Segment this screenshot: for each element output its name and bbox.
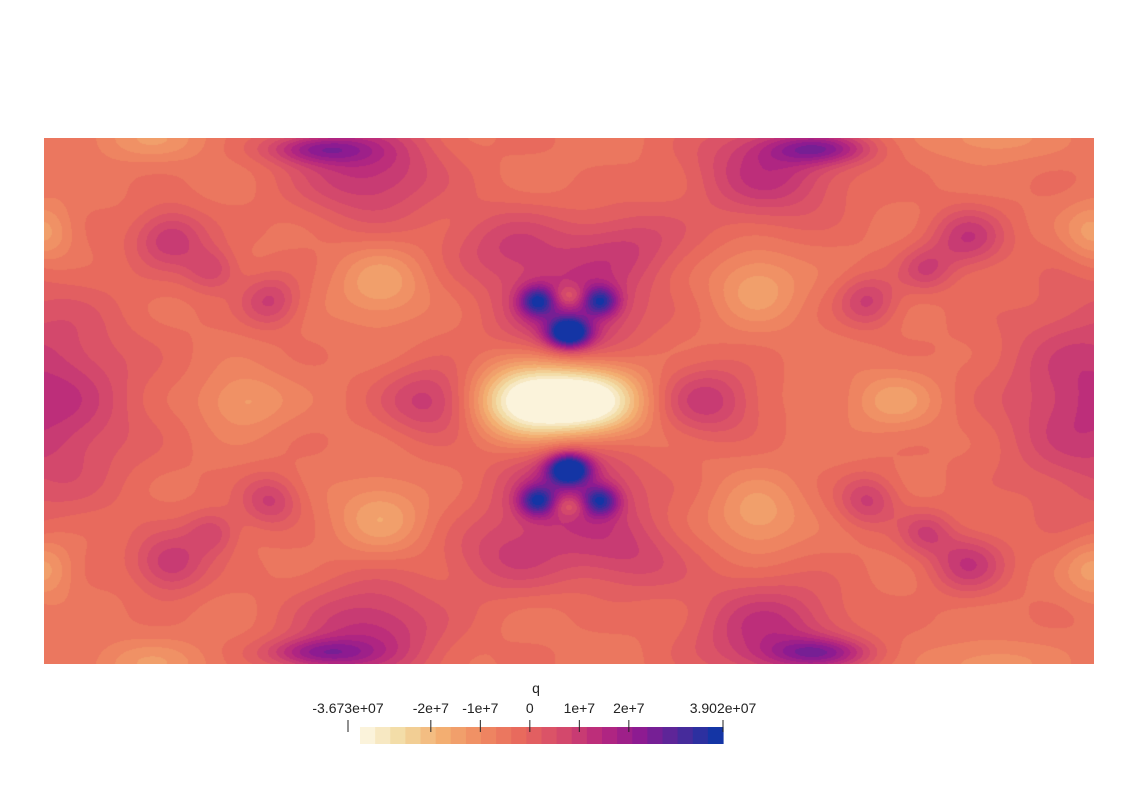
colorbar-band	[481, 727, 497, 744]
colorbar-tick-label: -1e+7	[462, 700, 498, 716]
colorbar-band	[556, 727, 573, 744]
heatmap-plot	[44, 138, 1094, 664]
colorbar-band	[435, 727, 452, 744]
colorbar-band	[571, 727, 588, 744]
colorbar-tick-label: 2e+7	[613, 700, 645, 716]
colorbar-band	[632, 727, 648, 744]
colorbar: q -3.673e+07 -2e+7 -1e+7 0 1e+7 2e+7 3.902e+07	[312, 680, 756, 744]
colorbar-band	[617, 727, 633, 744]
colorbar-band	[692, 727, 709, 744]
colorbar-tick-label: 1e+7	[564, 700, 596, 716]
colorbar-band	[511, 727, 527, 744]
colorbar-ticks: -3.673e+07 -2e+7 -1e+7 0 1e+7 2e+7 3.902e+07	[312, 700, 756, 732]
colorbar-band	[465, 727, 482, 744]
colorbar-band	[496, 727, 512, 744]
colorbar-band	[602, 727, 618, 744]
colorbar-tick-label: -3.673e+07	[312, 700, 383, 716]
colorbar-band	[450, 727, 467, 744]
colorbar-tick-label: 0	[526, 700, 534, 716]
colorbar-band	[390, 727, 406, 744]
colorbar-tick-label: 3.902e+07	[690, 700, 757, 716]
colorbar-band	[405, 727, 422, 744]
colorbar-band	[662, 727, 679, 744]
colorbar-band	[677, 727, 694, 744]
colorbar-band	[647, 727, 664, 744]
colorbar-bands	[360, 727, 724, 744]
colorbar-band	[707, 727, 724, 744]
colorbar-band	[526, 727, 543, 744]
colorbar-tick-label: -2e+7	[413, 700, 449, 716]
colorbar-band	[375, 727, 391, 744]
colorbar-band	[586, 727, 603, 744]
colorbar-band	[420, 727, 437, 744]
colorbar-title: q	[532, 680, 540, 696]
colorbar-band	[360, 727, 376, 744]
colorbar-band	[541, 727, 558, 744]
